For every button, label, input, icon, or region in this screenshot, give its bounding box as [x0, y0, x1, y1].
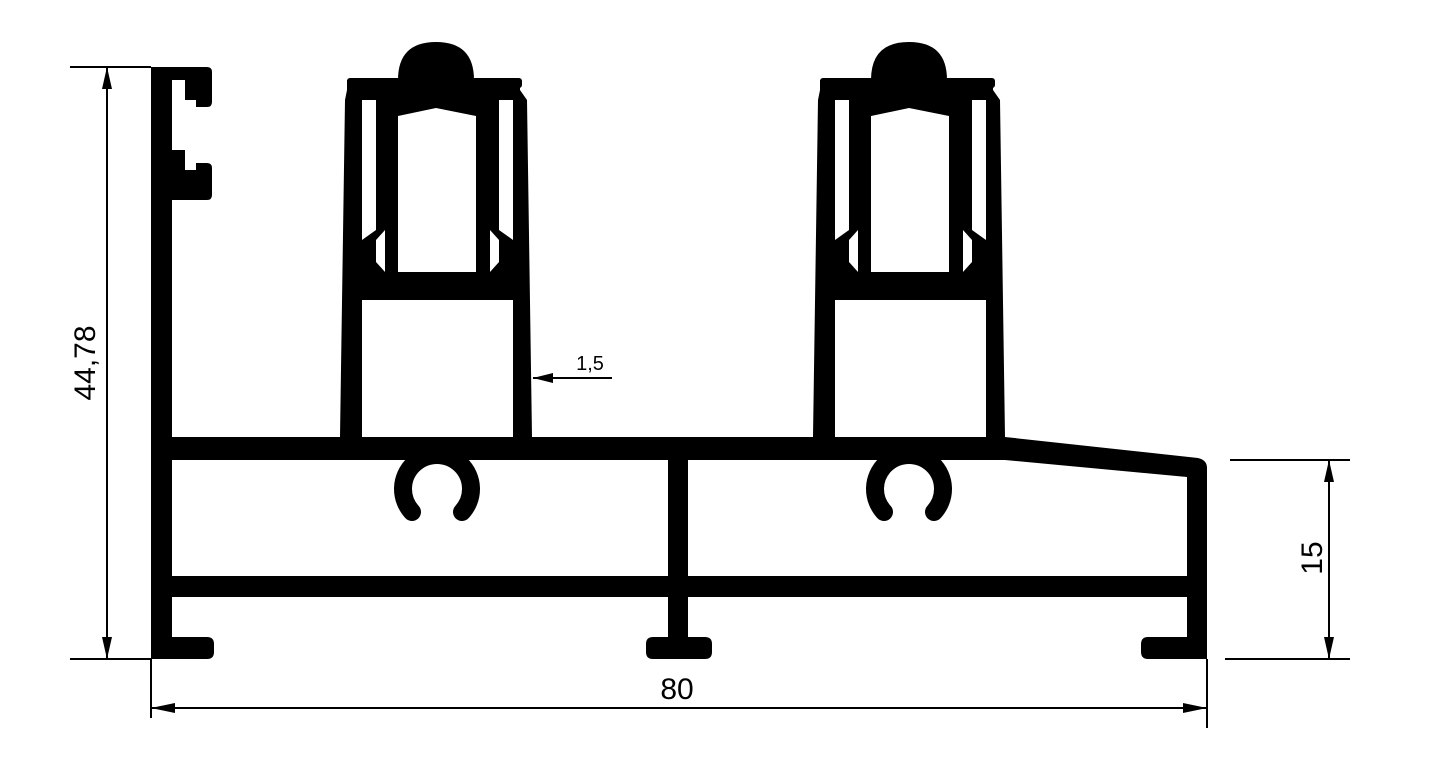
right-tower — [813, 42, 1005, 437]
aluminium-profile — [151, 42, 1207, 659]
right-foot — [1141, 637, 1207, 659]
left-foot — [151, 637, 214, 659]
center-divider — [668, 460, 688, 659]
left-screw-channel — [394, 446, 480, 521]
left-tower — [340, 42, 532, 437]
left-hook-lower — [172, 150, 212, 200]
upper-deck — [172, 437, 1207, 479]
wall-thickness-label: 1,5 — [576, 353, 604, 375]
center-foot — [646, 637, 712, 659]
height-lower-label: 15 — [1296, 541, 1329, 574]
left-wall — [151, 67, 172, 659]
right-wall — [1187, 468, 1207, 659]
left-tower-bead — [398, 42, 474, 80]
dimension-arrows — [102, 67, 1334, 713]
right-screw-channel — [866, 446, 952, 521]
height-total-label: 44,78 — [69, 325, 102, 400]
top-left-hook — [172, 67, 212, 107]
width-total-label: 80 — [660, 673, 693, 706]
dimension-lines — [70, 66, 1350, 728]
right-tower-bead — [871, 42, 947, 80]
